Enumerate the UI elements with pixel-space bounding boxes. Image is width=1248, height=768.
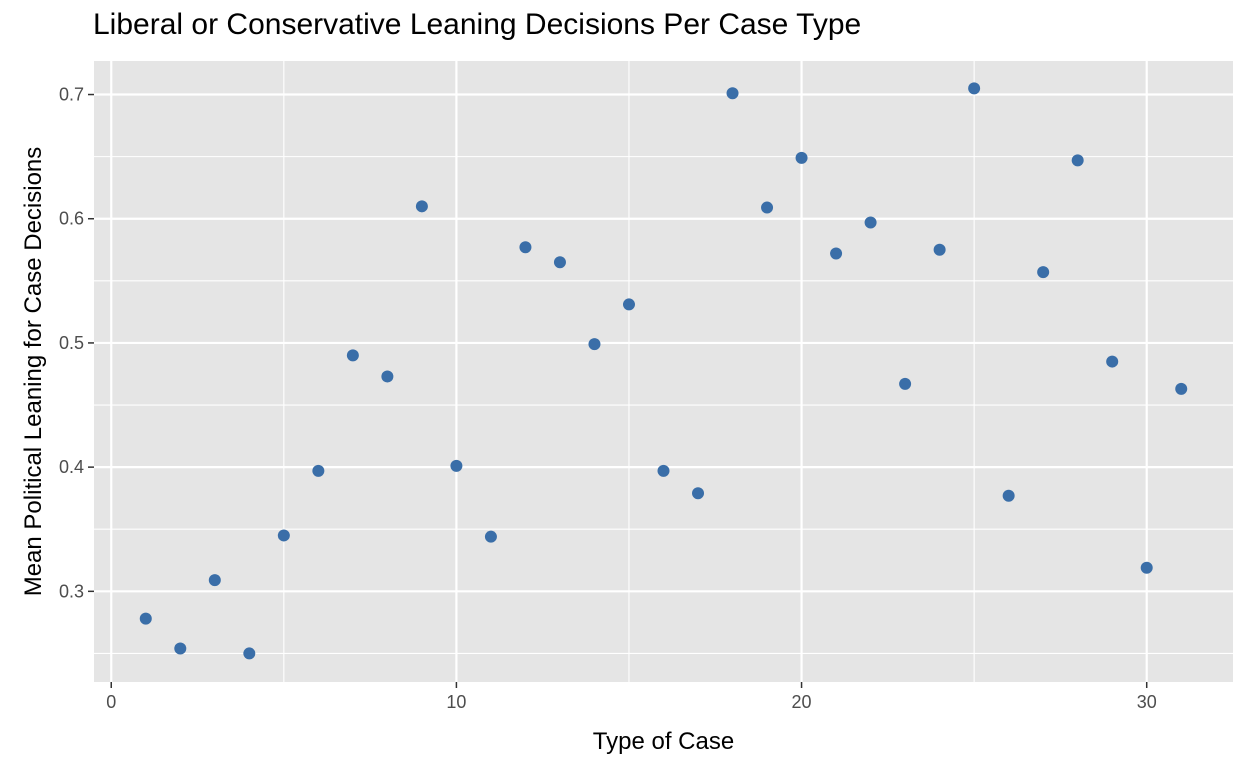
data-point [1037, 266, 1050, 279]
data-point [277, 529, 290, 542]
data-point [484, 530, 497, 543]
plot-panel [94, 61, 1233, 682]
y-axis-ticks: 0.3 0.4 0.5 0.6 0.7 [59, 85, 94, 601]
data-point [899, 377, 912, 390]
data-point [519, 241, 532, 254]
data-point [1106, 355, 1119, 368]
y-tick-label: 0.4 [59, 457, 84, 477]
x-tick-label: 20 [792, 692, 812, 712]
data-point [1002, 489, 1015, 502]
data-point [174, 642, 187, 655]
x-tick-label: 10 [446, 692, 466, 712]
x-axis-title: Type of Case [593, 728, 734, 755]
y-tick-label: 0.6 [59, 209, 84, 229]
data-point [1071, 154, 1084, 167]
data-point [588, 338, 601, 351]
data-point [450, 459, 463, 472]
y-tick-label: 0.3 [59, 581, 84, 601]
data-point [415, 200, 428, 213]
y-tick-label: 0.7 [59, 85, 84, 105]
data-point [795, 151, 808, 164]
data-point [346, 349, 359, 362]
data-point [726, 87, 739, 100]
x-axis-ticks: 0 10 20 30 [106, 682, 1157, 712]
data-point [968, 82, 981, 95]
minor-gridlines [94, 61, 1233, 682]
data-point [208, 574, 221, 587]
data-point [761, 201, 774, 214]
data-point [312, 464, 325, 477]
y-tick-label: 0.5 [59, 333, 84, 353]
data-point [933, 243, 946, 256]
data-point [622, 298, 635, 311]
chart-title: Liberal or Conservative Leaning Decision… [93, 8, 862, 41]
x-tick-label: 30 [1137, 692, 1157, 712]
data-point [1140, 561, 1153, 574]
data-point [243, 647, 256, 660]
x-tick-label: 0 [106, 692, 116, 712]
data-point [864, 216, 877, 229]
data-point [553, 256, 566, 269]
data-point [830, 247, 843, 260]
data-point [139, 612, 152, 625]
data-point [692, 487, 705, 500]
data-point [381, 370, 394, 383]
data-points [139, 82, 1188, 660]
y-axis-title: Mean Political Leaning for Case Decision… [20, 147, 47, 597]
data-point [1175, 382, 1188, 395]
data-point [657, 464, 670, 477]
